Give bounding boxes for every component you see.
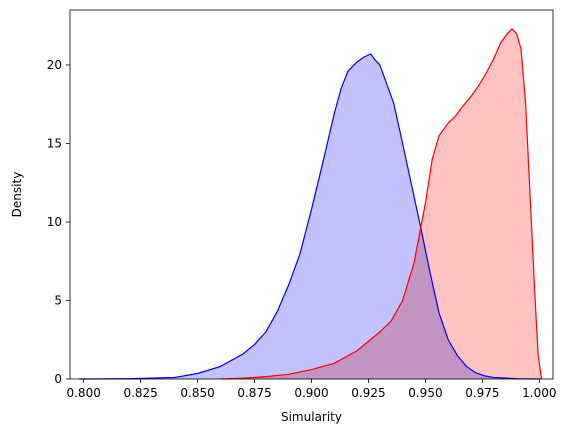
x-tick-label: 0.900 — [294, 386, 328, 400]
x-axis: 0.800 0.825 0.850 0.875 0.900 0.925 0.950 0.975… — [66, 379, 557, 400]
x-tick-label: 0.875 — [237, 386, 271, 400]
series-1-line — [79, 53, 540, 380]
x-tick-label: 0.925 — [351, 386, 385, 400]
x-axis-label: Simularity — [281, 410, 342, 424]
x-tick-label: 1.000 — [522, 386, 556, 400]
y-tick-label: 5 — [54, 293, 62, 307]
series-layer — [79, 27, 543, 380]
y-tick-label: 0 — [54, 372, 62, 386]
y-axis-label: Density — [10, 172, 24, 218]
y-tick-label: 20 — [47, 58, 62, 72]
x-tick-label: 0.800 — [66, 386, 100, 400]
y-axis: 0 5 10 15 20 — [47, 58, 70, 386]
x-tick-label: 0.950 — [408, 386, 442, 400]
series-2-area — [220, 28, 542, 380]
y-tick-label: 15 — [47, 136, 62, 150]
y-tick-label: 10 — [47, 215, 62, 229]
series-2-line — [220, 27, 543, 380]
x-tick-label: 0.975 — [465, 386, 499, 400]
x-tick-label: 0.825 — [123, 386, 157, 400]
x-tick-label: 0.850 — [180, 386, 214, 400]
